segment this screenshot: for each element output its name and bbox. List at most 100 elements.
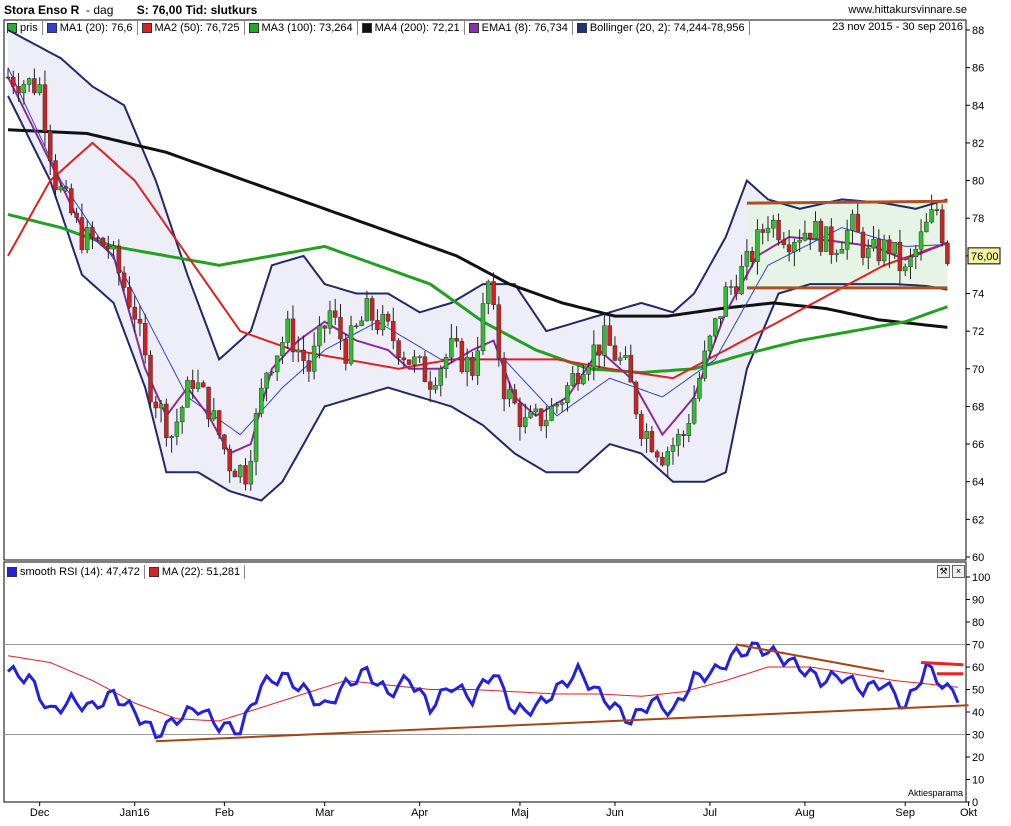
rsi-trend-line (155, 704, 969, 743)
candle-body (322, 325, 327, 329)
candle-body (591, 344, 597, 368)
candle-body (512, 389, 517, 404)
candle-body (844, 230, 850, 250)
candle-body (718, 316, 723, 319)
candle-body (902, 266, 908, 272)
candle-body (464, 357, 470, 373)
legend-label: MA (22): 51,281 (161, 566, 241, 578)
close-icon[interactable]: × (952, 565, 965, 578)
candle-body (670, 445, 676, 452)
legend-swatch (7, 567, 17, 577)
candle-body (654, 451, 660, 458)
candle-body (216, 410, 222, 436)
smooth-rsi-line (6, 641, 960, 740)
legend-label: Bollinger (20, 2): 74,244-78,956 (589, 22, 745, 34)
candle-body (918, 231, 924, 250)
candle-body (829, 226, 834, 255)
candle-body (37, 84, 42, 94)
candle-body (253, 413, 259, 462)
candle-body (79, 217, 85, 250)
rsi-axis-tick-label: 50 (972, 685, 984, 697)
date-range: 23 nov 2015 - 30 sep 2016 (832, 21, 963, 33)
candle-body (179, 407, 185, 423)
candle-body (776, 219, 781, 241)
candle-body (449, 338, 454, 358)
candle-body (359, 320, 364, 327)
legend-label: pris (20, 22, 38, 34)
x-axis-label: Sep (895, 807, 915, 819)
candle-body (744, 250, 750, 267)
candle-body (47, 131, 53, 161)
price-axis-tick-label: 70 (972, 364, 984, 376)
candle-body (63, 186, 69, 189)
candle-body (728, 286, 734, 288)
candle-body (11, 77, 16, 87)
legend-label: EMA1 (8): 76,734 (481, 22, 568, 34)
candle-body (95, 237, 100, 239)
x-axis-label: Mar (315, 807, 334, 819)
candle-body (100, 237, 106, 247)
candle-body (348, 325, 354, 364)
candle-body (522, 417, 528, 427)
candle-body (158, 403, 164, 409)
candle-body (623, 355, 628, 359)
interval-label: dag (93, 3, 114, 17)
price-axis-tick-label: 72 (972, 326, 984, 338)
candle-body (581, 374, 586, 385)
rsi-axis-tick-label: 70 (972, 640, 984, 652)
candle-body (881, 239, 887, 262)
candle-body (401, 357, 407, 361)
candle-body (945, 242, 950, 264)
x-axis-label: Jul (703, 807, 717, 819)
candle-body (934, 209, 940, 211)
stock-title: Stora Enso R (4, 3, 80, 17)
candle-body (211, 410, 217, 420)
candle-body (84, 227, 90, 250)
candle-body (396, 340, 401, 359)
rsi-panel-frame (3, 561, 967, 803)
rsi-legend-item: smooth RSI (14): 47,472 (3, 565, 145, 579)
legend-label: MA1 (20): 76,6 (59, 22, 133, 34)
price-axis-tick-label: 74 (972, 289, 984, 301)
candle-body (749, 250, 755, 262)
candle-body (290, 318, 296, 353)
candle-body (712, 318, 718, 337)
candle-body (206, 386, 211, 420)
rsi-axis-tick-label: 80 (972, 617, 984, 629)
rsi-axis-tick-label: 40 (972, 707, 984, 719)
time-label: Tid: slutkurs (185, 3, 258, 17)
candle-body (929, 209, 934, 223)
price-legend-item: MA1 (20): 76,6 (43, 21, 138, 35)
candle-body (21, 84, 27, 94)
wrench-icon[interactable]: ⚒ (937, 565, 950, 578)
rsi-trend-line (920, 661, 964, 667)
candle-body (69, 188, 74, 214)
candle-body (375, 320, 380, 331)
x-axis-label: Apr (411, 807, 428, 819)
candle-body (496, 304, 502, 359)
candle-body (380, 313, 385, 331)
candle-body (332, 310, 338, 318)
channel-line (746, 199, 948, 205)
legend-label: MA3 (100): 73,264 (261, 22, 353, 34)
candle-body (427, 381, 433, 390)
candle-body (517, 402, 523, 427)
candle-body (317, 325, 322, 347)
price-axis-tick-label: 80 (972, 176, 984, 188)
candle-body (53, 160, 58, 191)
candle-body (739, 266, 744, 295)
candle-body (26, 78, 32, 85)
candle-body (602, 325, 607, 356)
price-axis-tick-label: 84 (972, 100, 984, 112)
candle-body (58, 186, 64, 191)
price-legend: pris MA1 (20): 76,6 MA2 (50): 76,725 MA3 (1… (3, 21, 750, 35)
candle-body (190, 380, 195, 389)
candle-body (42, 84, 48, 132)
candle-body (533, 408, 539, 413)
candle-body (897, 242, 903, 272)
candle-body (887, 239, 892, 255)
candle-body (850, 213, 855, 231)
site-url[interactable]: www.hittakursvinnare.se (848, 4, 967, 16)
candle-body (554, 404, 560, 407)
candle-body (274, 355, 280, 373)
